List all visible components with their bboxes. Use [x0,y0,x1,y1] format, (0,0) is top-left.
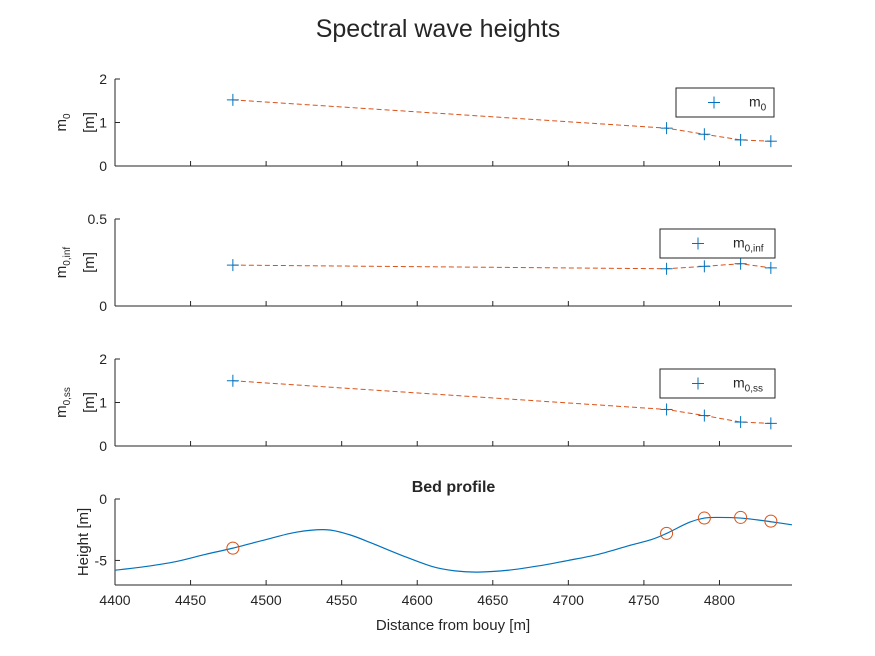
legend: m0,inf [659,228,776,259]
x-tick-label: 4700 [553,592,584,608]
x-tick-label: 4400 [99,592,130,608]
y-axis-label: m0,inf [53,247,73,279]
y-tick-label: 0 [99,158,107,174]
legend-label: m0,ss [733,375,763,395]
data-point [698,128,711,141]
data-point [734,416,747,429]
data-point [226,259,239,272]
data-point [660,262,673,275]
data-point [764,135,777,148]
subplot-1: 0 1 2 m0 [m] m0 [53,71,792,174]
x-tick-label: 4550 [326,592,357,608]
y-tick-label: 2 [99,71,107,87]
data-point [734,257,747,270]
bed-profile-line [114,516,793,573]
sensor-marker [734,510,748,524]
data-point [660,403,673,416]
x-tick-label: 4600 [402,592,433,608]
y-axis-label: m0 [53,113,73,132]
legend-box [659,368,776,399]
data-point [734,133,747,146]
subplot-stack: 0 1 2 m0 [m] m0 0 0.5 m0,inf [m] m0,inf 0 1 2 m0,ss [m]… [53,71,793,608]
y-tick-label: 1 [99,395,107,411]
y-axis-label: m0,ss [53,387,73,418]
y-tick-label: 0 [99,438,107,454]
subplot-2: 0 0.5 m0,inf [m] m0,inf [53,211,792,314]
y-tick-label: 0 [99,491,107,507]
sensor-marker [697,511,711,525]
sensor-marker [226,541,240,555]
legend-marker [692,377,704,390]
y-tick-label: 2 [99,351,107,367]
legend-box [659,228,776,259]
legend-marker [708,96,720,109]
y-tick-label: -5 [95,552,108,568]
y-axis-unit: [m] [81,392,98,413]
y-axis-label: Height [m] [75,508,92,576]
subplot-3: 0 1 2 m0,ss [m] m0,ss [53,351,792,454]
data-point [764,417,777,430]
x-tick-label: 4750 [628,592,659,608]
legend-marker [692,237,704,250]
x-tick-label: 4650 [477,592,508,608]
data-point [698,409,711,422]
data-point [226,93,239,106]
data-point [226,374,239,387]
y-axis-unit: [m] [81,252,98,273]
data-point [764,261,777,274]
sensor-marker [660,526,674,540]
legend: m0 [675,87,775,118]
legend-label: m0,inf [733,235,764,255]
legend: m0,ss [659,368,776,399]
y-tick-label: 0 [99,298,107,314]
y-tick-label: 0.5 [88,211,108,227]
sensor-marker [764,514,778,528]
legend-box [675,87,775,118]
fit-line [232,263,771,270]
data-point [698,260,711,273]
x-tick-label: 4500 [251,592,282,608]
subplot-4: -5 0 4400 4450 4500 4550 4600 4650 4700 4750 4800 B… [75,479,793,608]
y-axis-unit: [m] [81,112,98,133]
y-tick-label: 1 [99,115,107,131]
x-tick-label: 4800 [704,592,735,608]
x-tick-label: 4450 [175,592,206,608]
subplot-title: Bed profile [412,479,496,496]
x-axis-label: Distance from bouy [m] [376,617,530,634]
figure-title: Spectral wave heights [316,15,561,43]
data-point [660,122,673,135]
legend-label: m0 [749,94,767,114]
